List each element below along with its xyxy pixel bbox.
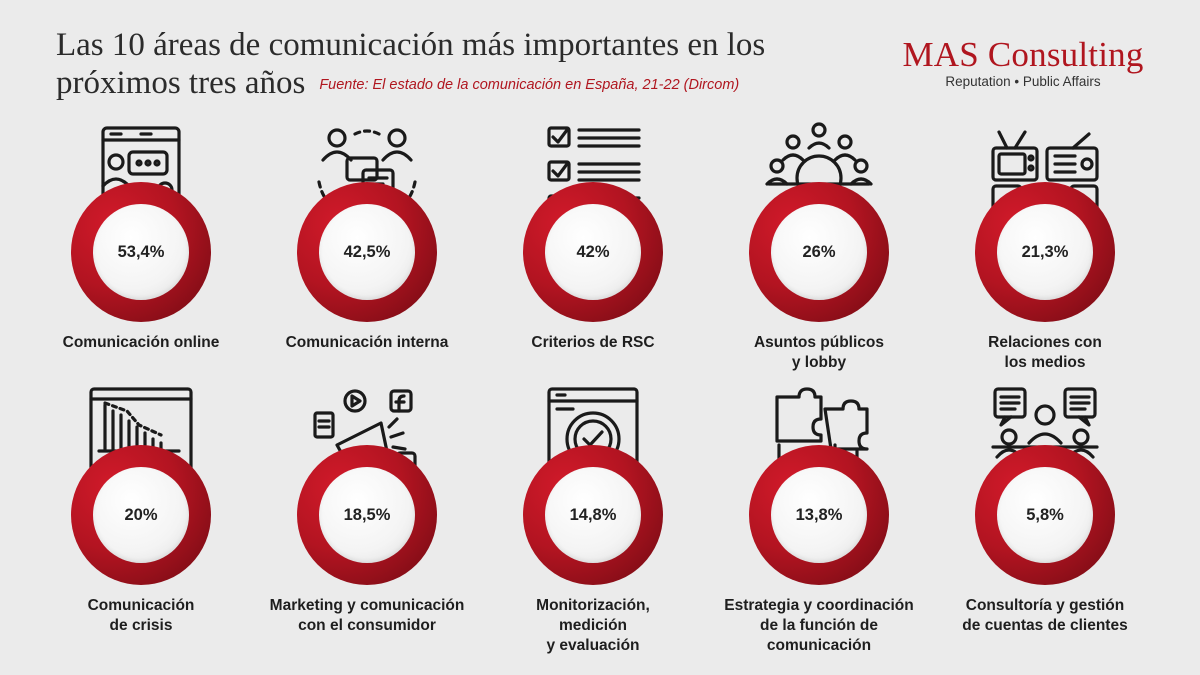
percentage-ring: 20%	[71, 445, 211, 585]
area-item: 42% Criterios de RSC	[478, 122, 708, 382]
title-line-1: Las 10 áreas de comunicación más importa…	[56, 27, 766, 63]
area-label: Estrategia y coordinación de la función …	[724, 597, 914, 654]
percentage-ring: 18,5%	[297, 445, 437, 585]
percentage-disc: 21,3%	[997, 204, 1093, 300]
percentage-ring: 26%	[749, 182, 889, 322]
area-item: 21,3% Relaciones con los medios	[930, 122, 1160, 382]
percentage-ring: 53,4%	[71, 182, 211, 322]
percentage-value: 20%	[124, 505, 158, 524]
percentage-value: 5,8%	[1026, 505, 1064, 524]
area-label: Comunicación de crisis	[87, 597, 195, 634]
percentage-disc: 18,5%	[319, 467, 415, 563]
percentage-ring: 42,5%	[297, 182, 437, 322]
area-label: Comunicación interna	[285, 334, 449, 351]
percentage-value: 53,4%	[117, 242, 165, 261]
area-item: 53,4% Comunicación online	[26, 122, 256, 382]
area-item: 18,5% Marketing y comunicación con el co…	[252, 385, 482, 645]
percentage-value: 42,5%	[343, 242, 391, 261]
percentage-disc: 5,8%	[997, 467, 1093, 563]
percentage-ring: 13,8%	[749, 445, 889, 585]
percentage-value: 18,5%	[343, 505, 391, 524]
percentage-ring: 21,3%	[975, 182, 1115, 322]
logo-tagline: Reputation • Public Affairs	[945, 74, 1101, 89]
area-item: 13,8% Estrategia y coordinación de la fu…	[704, 385, 934, 654]
area-label: Consultoría y gestión de cuentas de clie…	[962, 597, 1128, 634]
percentage-disc: 42,5%	[319, 204, 415, 300]
percentage-value: 26%	[802, 242, 836, 261]
area-item: 20% Comunicación de crisis	[26, 385, 256, 645]
percentage-value: 13,8%	[795, 505, 843, 524]
percentage-disc: 13,8%	[771, 467, 867, 563]
area-item: 26% Asuntos públicos y lobby	[704, 122, 934, 382]
percentage-disc: 42%	[545, 204, 641, 300]
area-item: 42,5% Comunicación interna	[252, 122, 482, 382]
percentage-ring: 14,8%	[523, 445, 663, 585]
area-item: 14,8% Monitorización, medición y evaluac…	[478, 385, 708, 654]
logo-name: MAS Consulting	[902, 35, 1144, 74]
percentage-value: 42%	[576, 242, 610, 261]
area-label: Marketing y comunicación con el consumid…	[269, 597, 465, 634]
title-line-2: próximos tres años	[56, 65, 306, 101]
area-label: Monitorización, medición y evaluación	[536, 597, 650, 654]
area-label: Comunicación online	[62, 334, 220, 351]
source-note: Fuente: El estado de la comunicación en …	[319, 77, 740, 93]
area-label: Criterios de RSC	[531, 334, 655, 351]
percentage-disc: 26%	[771, 204, 867, 300]
area-label: Asuntos públicos y lobby	[753, 334, 885, 371]
percentage-disc: 14,8%	[545, 467, 641, 563]
percentage-ring: 5,8%	[975, 445, 1115, 585]
page-title: Las 10 áreas de comunicación más importa…	[56, 26, 765, 104]
brand-logo: MAS Consulting Reputation • Public Affai…	[898, 35, 1148, 90]
percentage-disc: 20%	[93, 467, 189, 563]
area-label: Relaciones con los medios	[988, 334, 1102, 371]
area-item: 5,8% Consultoría y gestión de cuentas de…	[930, 385, 1160, 645]
percentage-value: 21,3%	[1021, 242, 1069, 261]
percentage-disc: 53,4%	[93, 204, 189, 300]
percentage-value: 14,8%	[569, 505, 617, 524]
percentage-ring: 42%	[523, 182, 663, 322]
